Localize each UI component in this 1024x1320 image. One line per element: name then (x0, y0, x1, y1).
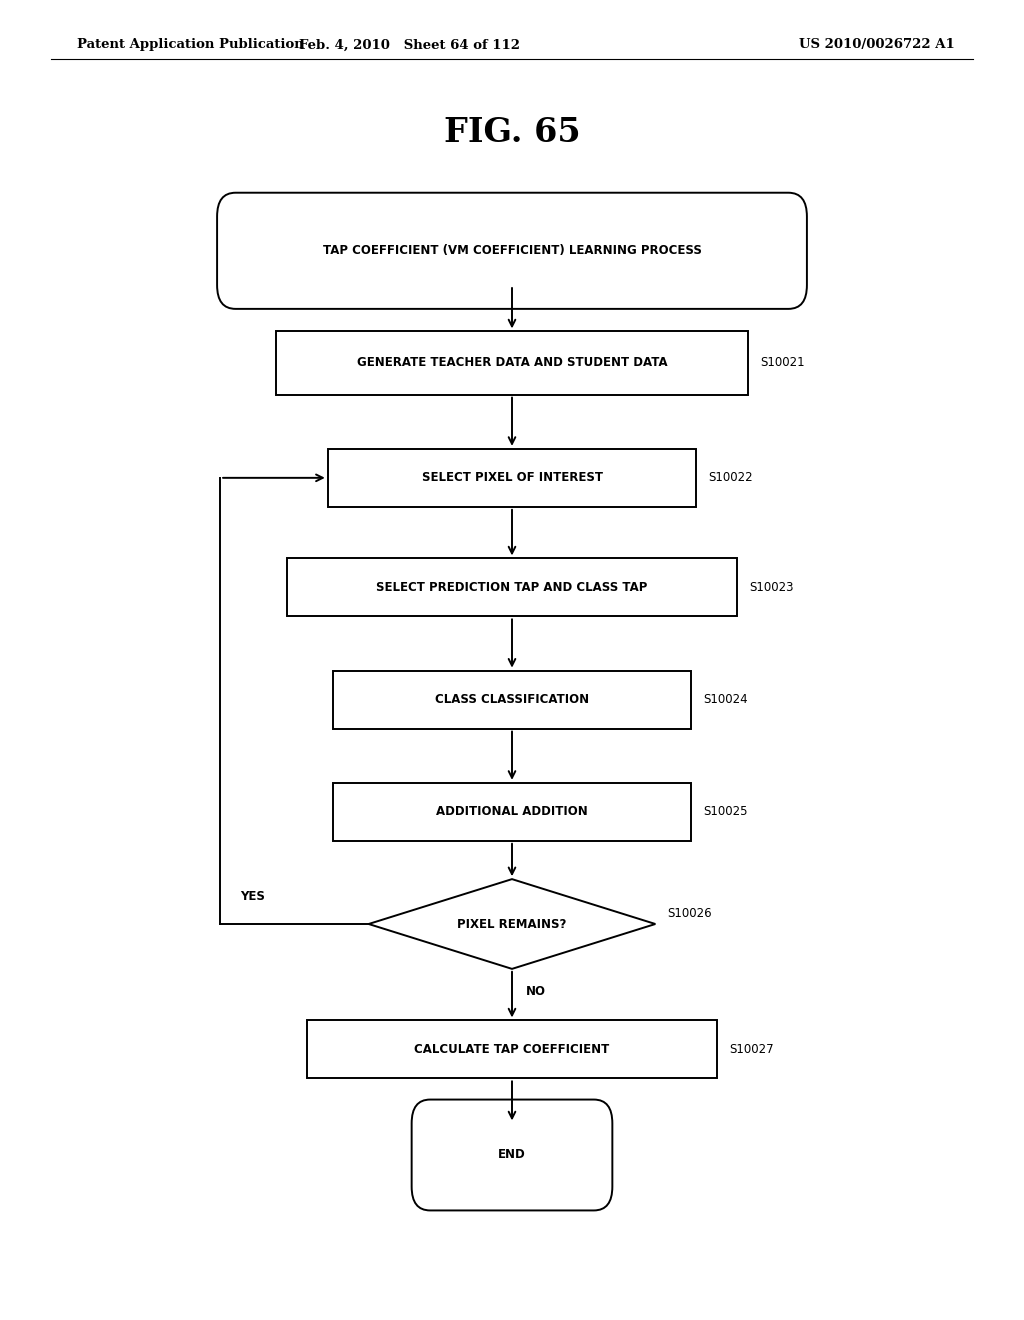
Text: PIXEL REMAINS?: PIXEL REMAINS? (458, 917, 566, 931)
Text: END: END (498, 1148, 526, 1162)
Text: S10024: S10024 (703, 693, 749, 706)
Text: SELECT PIXEL OF INTEREST: SELECT PIXEL OF INTEREST (422, 471, 602, 484)
Text: SELECT PREDICTION TAP AND CLASS TAP: SELECT PREDICTION TAP AND CLASS TAP (376, 581, 648, 594)
Bar (307, 1020, 717, 1078)
Text: US 2010/0026722 A1: US 2010/0026722 A1 (799, 38, 954, 51)
Text: ADDITIONAL ADDITION: ADDITIONAL ADDITION (436, 805, 588, 818)
Text: S10027: S10027 (729, 1043, 774, 1056)
Bar (276, 331, 748, 395)
Text: S10022: S10022 (709, 471, 754, 484)
Text: Patent Application Publication: Patent Application Publication (77, 38, 303, 51)
Text: S10023: S10023 (750, 581, 794, 594)
Bar (328, 449, 696, 507)
Text: S10026: S10026 (668, 907, 713, 920)
Text: S10021: S10021 (760, 356, 805, 370)
Polygon shape (369, 879, 655, 969)
Text: NO: NO (526, 985, 547, 998)
Bar (333, 783, 691, 841)
Text: YES: YES (241, 890, 265, 903)
Text: FIG. 65: FIG. 65 (443, 116, 581, 149)
Text: TAP COEFFICIENT (VM COEFFICIENT) LEARNING PROCESS: TAP COEFFICIENT (VM COEFFICIENT) LEARNIN… (323, 244, 701, 257)
Text: CLASS CLASSIFICATION: CLASS CLASSIFICATION (435, 693, 589, 706)
Text: CALCULATE TAP COEFFICIENT: CALCULATE TAP COEFFICIENT (415, 1043, 609, 1056)
Bar (287, 558, 737, 616)
Text: Feb. 4, 2010   Sheet 64 of 112: Feb. 4, 2010 Sheet 64 of 112 (299, 38, 520, 51)
Text: S10025: S10025 (703, 805, 748, 818)
FancyBboxPatch shape (217, 193, 807, 309)
Bar (333, 671, 691, 729)
Text: GENERATE TEACHER DATA AND STUDENT DATA: GENERATE TEACHER DATA AND STUDENT DATA (356, 356, 668, 370)
FancyBboxPatch shape (412, 1100, 612, 1210)
